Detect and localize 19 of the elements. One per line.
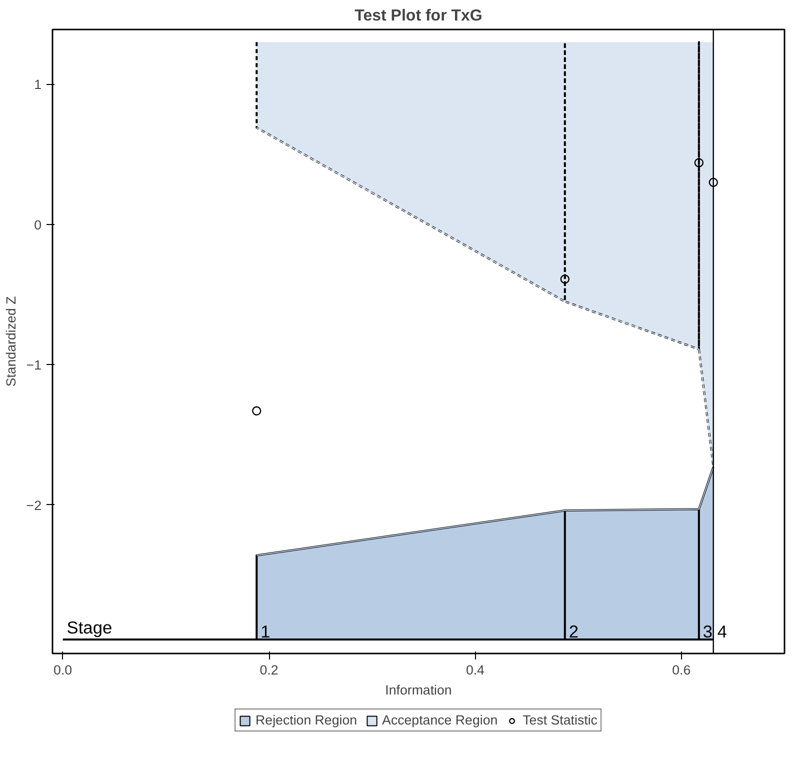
annotation: Stage bbox=[66, 617, 112, 638]
y-axis-title: Standardized Z bbox=[3, 296, 18, 387]
x-tick-label: 0.2 bbox=[260, 662, 278, 678]
x-axis-title: Information bbox=[385, 682, 452, 698]
x-tick-label: 0.4 bbox=[466, 662, 486, 678]
x-tick-label: 0.0 bbox=[54, 662, 72, 678]
legend-label: Test Statistic bbox=[522, 712, 598, 728]
annotation: 4 bbox=[717, 621, 728, 642]
chart-title: Test Plot for TxG bbox=[354, 8, 482, 24]
legend-label: Rejection Region bbox=[256, 712, 358, 728]
x-tick-label: 0.6 bbox=[672, 662, 691, 678]
y-tick-label: 1 bbox=[34, 77, 42, 92]
legend-label: Acceptance Region bbox=[382, 712, 498, 728]
annotation: 3 bbox=[702, 621, 713, 642]
annotation: 1 bbox=[260, 621, 270, 642]
annotation: 2 bbox=[568, 621, 579, 642]
y-tick-label: 0 bbox=[34, 217, 42, 232]
y-tick-label: −1 bbox=[26, 358, 42, 373]
y-tick-label: −2 bbox=[26, 498, 42, 513]
